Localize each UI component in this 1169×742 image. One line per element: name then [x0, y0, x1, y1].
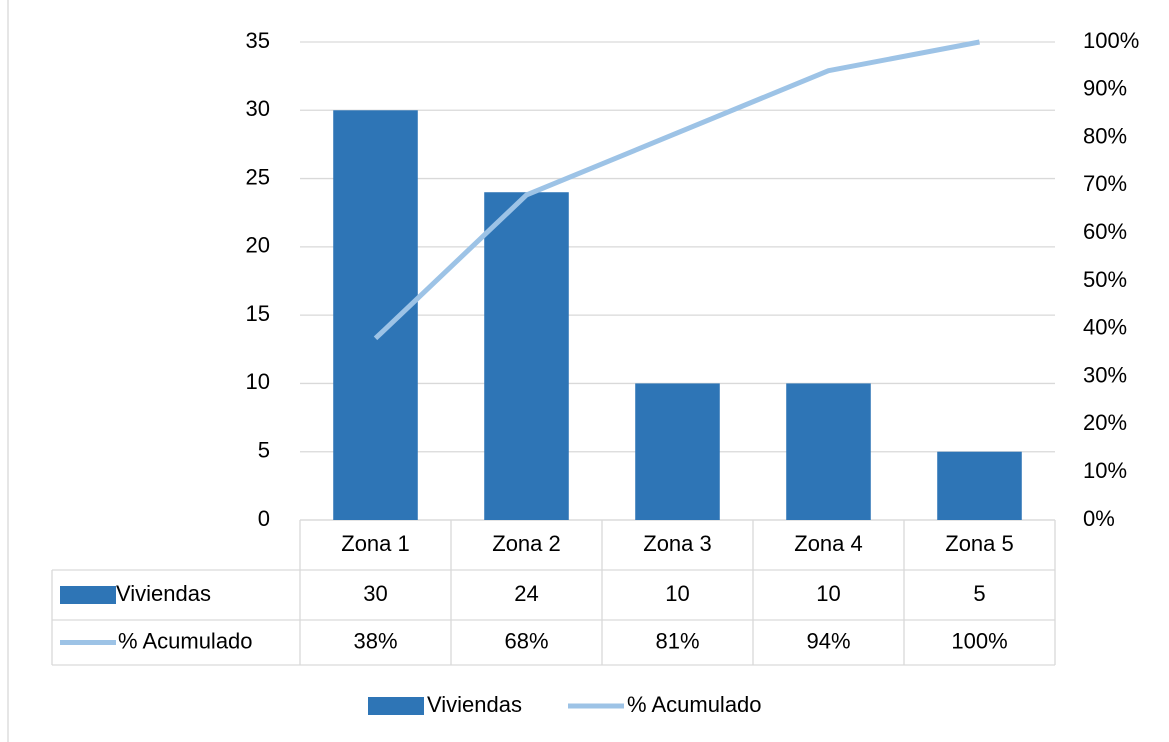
table-cell: 81% [655, 628, 699, 653]
y2-tick-label: 30% [1083, 362, 1127, 387]
table-key [60, 586, 116, 604]
line [373, 39, 980, 341]
table-cell: 24 [514, 581, 538, 606]
table-cell: 5 [973, 581, 985, 606]
y2-tick-label: 60% [1083, 219, 1127, 244]
y-tick-label: 15 [246, 301, 270, 326]
bar [635, 383, 720, 520]
y2-tick-label: 70% [1083, 171, 1127, 196]
bar [937, 451, 1022, 520]
y2-tick-label: 100% [1083, 28, 1139, 53]
y-tick-label: 0 [258, 506, 270, 531]
x-tick-label: Zona 2 [492, 531, 561, 556]
y2-tick-label: 20% [1083, 410, 1127, 435]
y2-tick-label: 50% [1083, 267, 1127, 292]
bar [333, 110, 418, 521]
y-tick-label: 35 [246, 28, 270, 53]
bar [786, 383, 871, 520]
legend-label: % Acumulado [627, 692, 762, 717]
table-cell: 38% [353, 628, 397, 653]
table-series-name: Viviendas [116, 581, 211, 606]
y-tick-label: 10 [246, 369, 270, 394]
table-series-name: % Acumulado [118, 628, 253, 653]
x-tick-label: Zona 4 [794, 531, 863, 556]
table-cell: 10 [816, 581, 840, 606]
y-tick-label: 20 [246, 233, 270, 258]
x-tick-label: Zona 1 [341, 531, 410, 556]
table-cell: 100% [951, 628, 1007, 653]
bar [484, 192, 569, 520]
legend-key [368, 697, 424, 715]
chart-border [7, 0, 1169, 742]
y2-tick-label: 10% [1083, 458, 1127, 483]
y2-tick-label: 90% [1083, 76, 1127, 101]
y2-tick-label: 80% [1083, 123, 1127, 148]
y-tick-label: 25 [246, 164, 270, 189]
table-cell: 94% [806, 628, 850, 653]
y-tick-label: 30 [246, 96, 270, 121]
table-cell: 10 [665, 581, 689, 606]
table-cell: 30 [363, 581, 387, 606]
y-tick-label: 5 [258, 438, 270, 463]
y2-tick-label: 0% [1083, 506, 1115, 531]
legend-label: Viviendas [427, 692, 522, 717]
y2-tick-label: 40% [1083, 315, 1127, 340]
table-cell: 68% [504, 628, 548, 653]
x-tick-label: Zona 5 [945, 531, 1014, 556]
x-tick-label: Zona 3 [643, 531, 712, 556]
